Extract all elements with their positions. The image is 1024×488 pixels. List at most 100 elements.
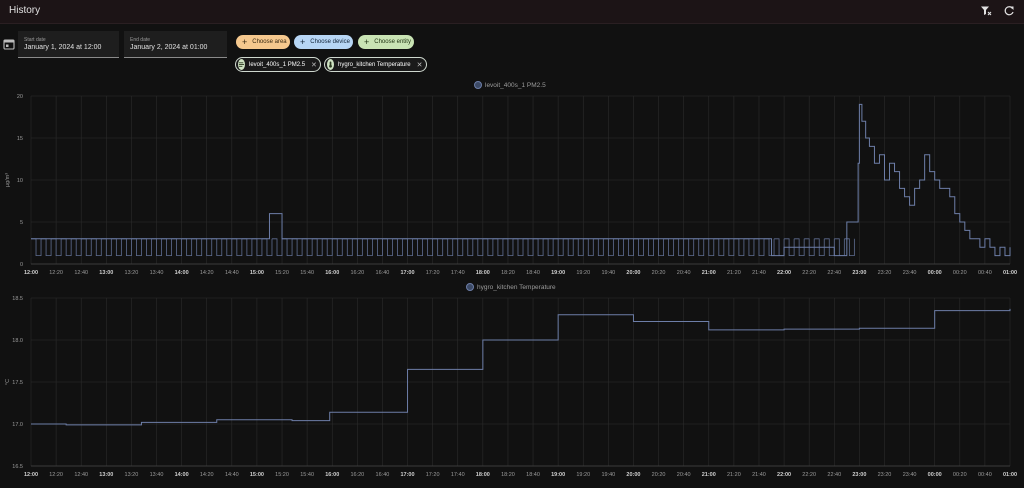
x-tick-label: 12:00 bbox=[24, 270, 38, 276]
pm25-history-chart: levoit_400s_1 PM2.5 0 5 10 15 20 µg/m³ 12:00 12:… bbox=[5, 81, 1017, 276]
x-tick-label: 23:40 bbox=[903, 270, 917, 276]
y-tick-label: 5 bbox=[20, 220, 23, 226]
x-tick-label: 20:40 bbox=[677, 270, 691, 276]
choose-area-button[interactable]: + Choose area bbox=[236, 35, 290, 49]
calendar-icon bbox=[3, 39, 15, 50]
y-tick-label: 16.5 bbox=[12, 464, 23, 470]
x-tick-label: 16:40 bbox=[376, 472, 390, 478]
x-tick-label: 14:40 bbox=[225, 472, 239, 478]
x-tick-label: 17:40 bbox=[451, 270, 465, 276]
x-tick-label: 21:00 bbox=[702, 270, 716, 276]
choose-device-button[interactable]: + Choose device bbox=[294, 35, 353, 49]
start-date-value: January 1, 2024 at 12:00 bbox=[24, 44, 102, 51]
x-tick-label: 00:40 bbox=[978, 270, 992, 276]
x-tick-label: 19:40 bbox=[601, 472, 615, 478]
x-tick-label: 13:00 bbox=[99, 472, 113, 478]
y-tick-label: 15 bbox=[17, 136, 23, 142]
x-tick-label: 14:00 bbox=[175, 472, 189, 478]
top-app-bar: History bbox=[0, 0, 1024, 24]
x-tick-label: 15:40 bbox=[300, 472, 314, 478]
y-tick-label: 0 bbox=[20, 262, 23, 268]
x-tick-label: 12:20 bbox=[49, 270, 63, 276]
x-tick-label: 12:40 bbox=[74, 472, 88, 478]
x-tick-label: 00:20 bbox=[953, 472, 967, 478]
x-tick-label: 18:20 bbox=[501, 472, 515, 478]
legend-swatch bbox=[466, 283, 474, 291]
x-tick-label: 20:00 bbox=[626, 472, 640, 478]
chart-legend[interactable]: hygro_kitchen Temperature bbox=[466, 283, 557, 292]
x-tick-label: 16:00 bbox=[325, 270, 339, 276]
x-tick-label: 15:00 bbox=[250, 472, 264, 478]
x-tick-label: 15:40 bbox=[300, 270, 314, 276]
x-tick-label: 12:40 bbox=[74, 270, 88, 276]
legend-label: hygro_kitchen Temperature bbox=[477, 284, 556, 291]
x-tick-label: 13:40 bbox=[150, 270, 164, 276]
refresh-icon bbox=[1004, 6, 1014, 16]
refresh-button[interactable] bbox=[1002, 4, 1016, 18]
x-tick-label: 19:00 bbox=[551, 270, 565, 276]
x-tick-label: 16:20 bbox=[350, 270, 364, 276]
plus-icon: + bbox=[242, 36, 248, 47]
end-date-label: End date bbox=[130, 37, 151, 43]
x-tick-label: 18:00 bbox=[476, 270, 490, 276]
x-tick-label: 18:00 bbox=[476, 472, 490, 478]
legend-label: levoit_400s_1 PM2.5 bbox=[485, 82, 546, 89]
clear-filters-button[interactable] bbox=[979, 4, 993, 18]
start-date-label: Start date bbox=[24, 37, 46, 43]
page-title: History bbox=[9, 5, 41, 16]
chart-legend[interactable]: levoit_400s_1 PM2.5 bbox=[474, 81, 547, 90]
x-tick-label: 17:20 bbox=[426, 270, 440, 276]
y-tick-label: 20 bbox=[17, 94, 23, 100]
plus-icon: + bbox=[300, 36, 306, 47]
x-tick-label: 19:40 bbox=[601, 270, 615, 276]
close-icon[interactable]: ✕ bbox=[311, 61, 317, 69]
x-tick-label: 13:00 bbox=[99, 270, 113, 276]
x-tick-label: 19:20 bbox=[576, 472, 590, 478]
x-tick-label: 23:20 bbox=[878, 472, 892, 478]
x-tick-label: 23:20 bbox=[878, 270, 892, 276]
x-tick-label: 23:40 bbox=[903, 472, 917, 478]
entity-chip-temperature[interactable]: hygro_kitchen Temperature ✕ bbox=[324, 57, 427, 72]
x-tick-label: 17:00 bbox=[400, 270, 414, 276]
x-tick-label: 20:20 bbox=[652, 270, 666, 276]
x-tick-label: 22:00 bbox=[777, 472, 791, 478]
end-date-field[interactable]: End date January 2, 2024 at 01:00 bbox=[124, 31, 227, 58]
series-line-detail bbox=[31, 238, 855, 256]
x-tick-label: 00:20 bbox=[953, 270, 967, 276]
x-tick-label: 22:40 bbox=[827, 270, 841, 276]
choose-entity-button[interactable]: + Choose entity bbox=[358, 35, 414, 49]
y-tick-label: 17.0 bbox=[12, 422, 23, 428]
close-icon[interactable]: ✕ bbox=[416, 61, 423, 69]
x-tick-label: 21:20 bbox=[727, 472, 741, 478]
air-filter-icon bbox=[238, 59, 245, 70]
x-tick-label: 15:20 bbox=[275, 472, 289, 478]
x-tick-label: 17:20 bbox=[426, 472, 440, 478]
x-tick-label: 14:20 bbox=[200, 472, 214, 478]
x-tick-label: 13:20 bbox=[125, 270, 139, 276]
choose-area-label: Choose area bbox=[252, 39, 287, 45]
x-tick-label: 14:40 bbox=[225, 270, 239, 276]
x-tick-label: 22:40 bbox=[827, 472, 841, 478]
x-tick-label: 22:00 bbox=[777, 270, 791, 276]
x-tick-label: 00:40 bbox=[978, 472, 992, 478]
x-tick-label: 16:20 bbox=[350, 472, 364, 478]
x-tick-label: 20:20 bbox=[652, 472, 666, 478]
x-tick-label: 01:00 bbox=[1003, 472, 1017, 478]
entity-chip-pm25[interactable]: levoit_400s_1 PM2.5 ✕ bbox=[235, 57, 321, 72]
x-tick-label: 00:00 bbox=[928, 472, 942, 478]
x-tick-label: 12:20 bbox=[49, 472, 63, 478]
x-tick-label: 15:00 bbox=[250, 270, 264, 276]
x-tick-label: 17:00 bbox=[400, 472, 414, 478]
x-tick-label: 13:40 bbox=[150, 472, 164, 478]
thermometer-icon bbox=[327, 59, 334, 70]
y-axis-label: µg/m³ bbox=[5, 173, 11, 187]
x-tick-label: 14:00 bbox=[175, 270, 189, 276]
x-tick-label: 23:00 bbox=[852, 472, 866, 478]
y-tick-label: 17.5 bbox=[12, 380, 23, 386]
x-tick-label: 13:20 bbox=[125, 472, 139, 478]
choose-device-label: Choose device bbox=[310, 39, 350, 45]
x-tick-label: 18:40 bbox=[526, 270, 540, 276]
start-date-field[interactable]: Start date January 1, 2024 at 12:00 bbox=[18, 31, 119, 58]
x-tick-label: 19:00 bbox=[551, 472, 565, 478]
y-axis-label: °C bbox=[5, 379, 11, 385]
